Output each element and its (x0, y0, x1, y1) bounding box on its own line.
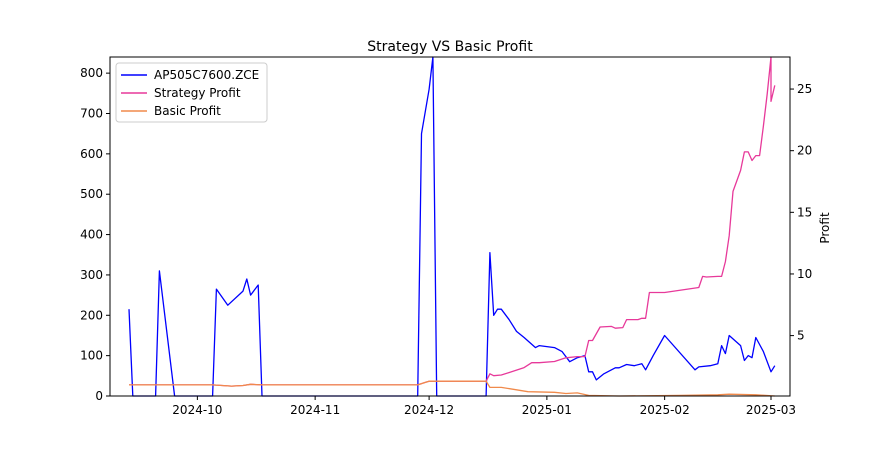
y-axis-left: 0 100 200 300 400 500 600 700 800 (80, 66, 110, 403)
y-left-tick-label: 600 (80, 147, 103, 161)
x-tick-label: 2025-03 (746, 403, 796, 417)
y-left-tick-label: 300 (80, 268, 103, 282)
legend-label-3: Basic Profit (154, 104, 221, 118)
x-axis: 2024-10 2024-11 2024-12 2025-01 2025-02 2025-… (172, 396, 796, 417)
plot-frame (109, 56, 791, 397)
y-left-tick-label: 400 (80, 228, 103, 242)
y-left-tick-label: 100 (80, 349, 103, 363)
legend: AP505C7600.ZCE Strategy Profit Basic Profi… (115, 62, 268, 123)
legend-label-2: Strategy Profit (154, 86, 241, 100)
y-left-tick-label: 500 (80, 187, 103, 201)
x-tick-label: 2024-12 (404, 403, 454, 417)
x-tick-label: 2025-01 (522, 403, 572, 417)
y-left-tick-label: 700 (80, 107, 103, 121)
series-layer (128, 56, 776, 397)
y-right-tick-label: 20 (797, 144, 812, 158)
y-left-tick-label: 200 (80, 308, 103, 322)
y-left-tick-label: 800 (80, 66, 103, 80)
y-right-tick-label: 15 (797, 205, 812, 219)
y-right-tick-label: 5 (797, 329, 805, 343)
y-right-tick-label: 25 (797, 82, 812, 96)
y-axis-right-label: Profit (818, 212, 832, 244)
plot-area (109, 56, 791, 397)
x-tick-label: 2024-11 (290, 403, 340, 417)
legend-label-1: AP505C7600.ZCE (154, 68, 259, 82)
x-tick-label: 2025-02 (640, 403, 690, 417)
y-left-tick-label: 0 (95, 389, 103, 403)
x-tick-label: 2024-10 (172, 403, 222, 417)
series-line-1 (128, 56, 776, 397)
chart-title: Strategy VS Basic Profit (367, 39, 533, 55)
y-axis-right: 5 10 15 20 25 (790, 82, 812, 343)
y-right-tick-label: 10 (797, 267, 812, 281)
legend-box (115, 62, 268, 123)
series-line-3 (129, 380, 775, 397)
